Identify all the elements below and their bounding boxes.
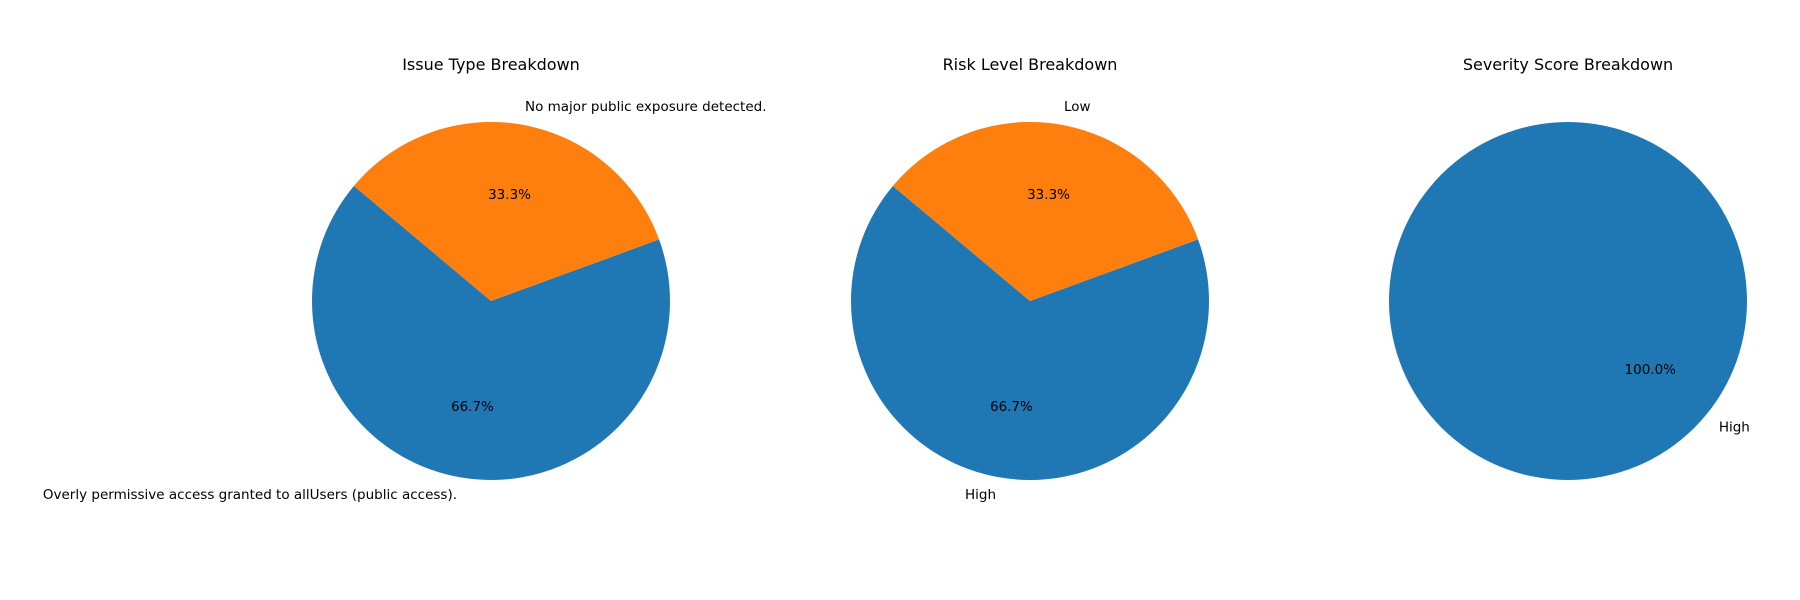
pie-percent-label: 66.7% bbox=[990, 399, 1033, 415]
pie-chart-risk-level: Risk Level Breakdown 66.7% High 33.3% Low bbox=[851, 55, 1210, 503]
pie-slice-no-major-public-exposure-detected bbox=[353, 121, 660, 301]
pie-slice-low bbox=[892, 121, 1199, 302]
pie-category-label: High bbox=[1719, 420, 1750, 436]
pie-slice-overly-permissive-access-granted-to-allu bbox=[312, 185, 671, 480]
pie-chart-severity-score: Severity Score Breakdown 100.0% High bbox=[1389, 55, 1750, 480]
pie-slice-high bbox=[851, 185, 1210, 480]
pie-percent-label: 33.3% bbox=[1027, 187, 1070, 203]
pie-category-label: High bbox=[965, 487, 996, 503]
chart-title: Severity Score Breakdown bbox=[1463, 55, 1673, 74]
pie-slice-high bbox=[1389, 122, 1747, 480]
chart-title: Risk Level Breakdown bbox=[943, 55, 1118, 74]
pie-percent-label: 100.0% bbox=[1625, 362, 1677, 378]
pie-percent-label: 33.3% bbox=[488, 187, 531, 203]
chart-title: Issue Type Breakdown bbox=[402, 55, 580, 74]
pie-chart-issue-type: Issue Type Breakdown 66.7% Overly permiss… bbox=[43, 55, 767, 503]
pie-category-label: Low bbox=[1064, 99, 1091, 115]
pie-category-label: Overly permissive access granted to allU… bbox=[43, 487, 457, 503]
pie-percent-label: 66.7% bbox=[451, 399, 494, 415]
pie-category-label: No major public exposure detected. bbox=[525, 99, 767, 115]
